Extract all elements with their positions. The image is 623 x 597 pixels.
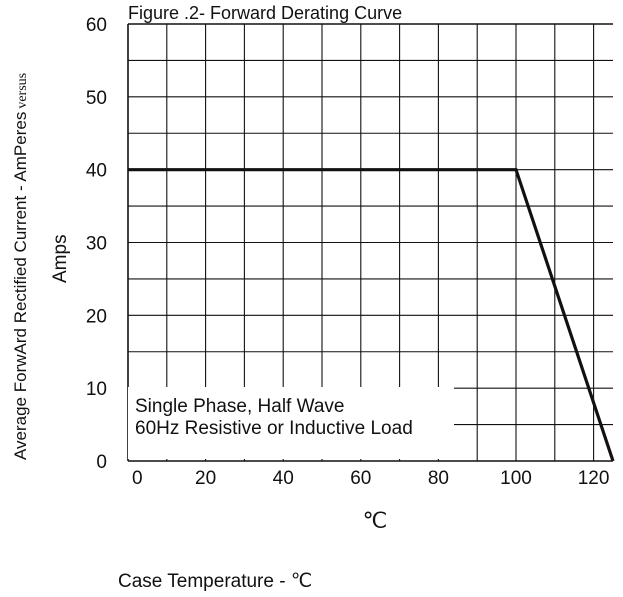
derating-curve — [128, 168, 615, 462]
series-layer — [128, 168, 615, 462]
y-tick-label: 20 — [86, 306, 107, 327]
x-tick-label: 20 — [195, 468, 216, 489]
y-tick-label: 60 — [86, 15, 107, 36]
x-tick-label: 40 — [273, 468, 294, 489]
y-tick-label: 30 — [86, 234, 107, 255]
annotation-line-2: 60Hz Resistive or Inductive Load — [135, 418, 413, 439]
y-tick-label: 10 — [86, 379, 107, 400]
y-tick-label: 40 — [86, 161, 107, 182]
x-tick-label: 60 — [350, 468, 371, 489]
x-tick-label: 0 — [132, 468, 143, 489]
y-axis-label: Average ForwArd Rectified Current - AmPe… — [11, 73, 30, 460]
x-tick-label: 100 — [500, 468, 532, 489]
annotation-box — [128, 387, 454, 459]
y-tick-label: 50 — [86, 88, 107, 109]
y-tick-label: 0 — [96, 452, 107, 473]
tick-labels: 0 10 20 30 40 50 60 0 20 40 60 80 100 120 — [86, 15, 610, 489]
x-axis-label: Case Temperature - ℃ — [118, 571, 312, 592]
y-axis-label-main: Average ForwArd Rectified Current - AmPe… — [11, 112, 30, 460]
y-axis-label-unit: Amps — [50, 234, 71, 283]
x-tick-label: 120 — [578, 468, 610, 489]
y-axis-label-suffix: versus — [15, 73, 30, 109]
x-tick-label: 80 — [428, 468, 449, 489]
chart-title: Figure .2- Forward Derating Curve — [128, 3, 402, 23]
annotation-line-1: Single Phase, Half Wave — [135, 396, 344, 417]
x-axis-unit: ℃ — [363, 508, 388, 533]
